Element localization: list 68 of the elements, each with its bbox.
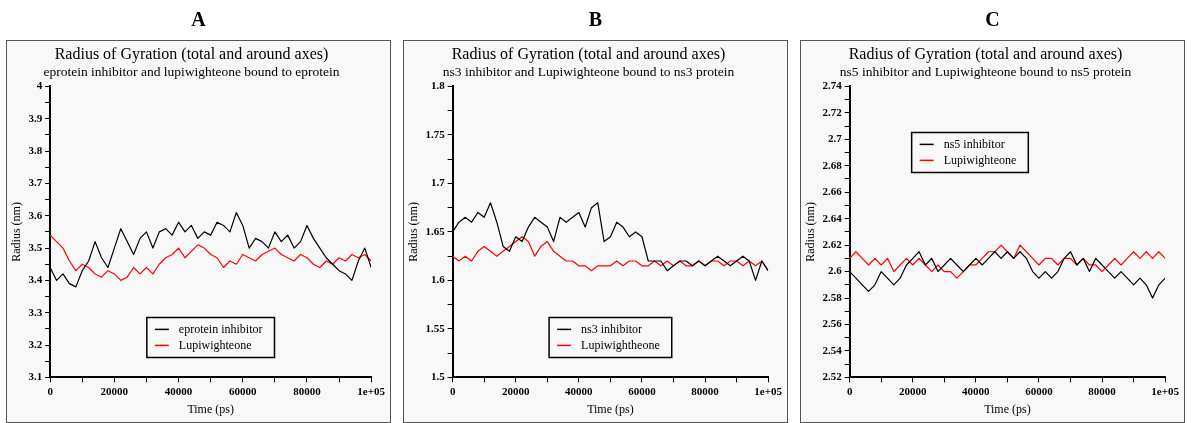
y-tick-label: 2.66 [822, 185, 843, 198]
chart-title: Radius of Gyration (total and around axes) [451, 44, 726, 63]
legend-label: eprotein inhibitor [178, 321, 263, 336]
chart-subtitle: ns5 inhibitor and Lupiwighteone bound to ns5 protein [839, 63, 1132, 79]
x-tick-label: 20000 [100, 384, 129, 397]
x-tick-label: 1e+05 [357, 384, 386, 397]
x-axis-title: Time (ps) [587, 401, 634, 416]
y-axis-title: Radius (nm) [803, 202, 818, 262]
y-axis-title: Radius (nm) [9, 202, 24, 262]
text: A [190, 8, 207, 31]
y-tick-label: 3.3 [28, 305, 43, 318]
x-tick-label: 60000 [628, 384, 657, 397]
legend-label: Lupiwightheone [581, 337, 660, 352]
x-tick-label: 40000 [962, 384, 991, 397]
y-tick-label: 1.7 [430, 176, 446, 189]
y-tick-label: 3.5 [28, 240, 43, 253]
y-tick-label: 2.64 [822, 211, 843, 224]
y-tick-label: 1.75 [425, 127, 446, 140]
y-tick-label: 3.1 [28, 370, 43, 383]
y-axis-title: Radius (nm) [406, 202, 421, 262]
y-tick-label: 3.6 [28, 208, 43, 221]
x-tick-label: 80000 [691, 384, 720, 397]
x-tick-label: 60000 [229, 384, 258, 397]
x-axis-title: Time (ps) [984, 401, 1031, 416]
x-tick-label: 0 [47, 384, 54, 397]
y-tick-label: 2.7 [827, 132, 843, 145]
y-tick-label: 2.6 [827, 264, 843, 277]
x-tick-label: 20000 [899, 384, 927, 397]
y-tick-label: 1.6 [430, 273, 446, 286]
chart-title: Radius of Gyration (total and around axes) [848, 44, 1123, 63]
y-tick-label: 3.8 [28, 143, 43, 156]
x-tick-label: 1e+05 [1151, 384, 1180, 397]
y-tick-label: 1.65 [425, 224, 446, 237]
chart-subtitle: ns3 inhibitor and Lupiwighteone bound to ns3 protein [442, 63, 735, 79]
legend-label: ns5 inhibitor [943, 136, 1005, 151]
y-tick-label: 1.55 [425, 321, 446, 334]
y-tick-label: 2.52 [822, 370, 843, 383]
y-tick-label: 3.2 [28, 337, 43, 350]
chart-subtitle: eprotein inhibitor and lupiwighteone bound to eprotein [43, 63, 340, 79]
x-axis-title: Time (ps) [187, 401, 234, 416]
y-tick-label: 4 [36, 79, 43, 92]
x-tick-label: 80000 [1088, 384, 1117, 397]
legend-label: Lupiwighteone [943, 152, 1017, 167]
x-tick-label: 0 [449, 384, 456, 397]
legend-label: Lupiwighteone [178, 337, 252, 352]
legend-label: ns3 inhibitor [581, 321, 643, 336]
y-tick-label: 3.9 [28, 111, 43, 124]
y-tick-label: 2.62 [822, 237, 843, 250]
text: B [587, 8, 604, 31]
x-tick-label: 20000 [502, 384, 530, 397]
y-tick-label: 1.8 [430, 79, 446, 92]
chart-title: Radius of Gyration (total and around axes) [54, 44, 329, 63]
y-tick-label: 3.7 [28, 176, 43, 189]
y-tick-label: 2.58 [822, 290, 843, 303]
y-tick-label: 1.5 [430, 370, 446, 383]
x-tick-label: 80000 [293, 384, 322, 397]
y-tick-label: 2.56 [822, 317, 843, 330]
y-tick-label: 2.72 [822, 105, 843, 118]
y-tick-label: 2.54 [822, 343, 843, 356]
x-tick-label: 0 [846, 384, 853, 397]
y-tick-label: 2.68 [822, 158, 843, 171]
x-tick-label: 40000 [565, 384, 594, 397]
x-tick-label: 60000 [1025, 384, 1054, 397]
x-tick-label: 40000 [164, 384, 193, 397]
y-tick-label: 2.74 [822, 79, 843, 92]
x-tick-label: 1e+05 [754, 384, 783, 397]
y-tick-label: 3.4 [28, 273, 43, 286]
text: C [984, 8, 1001, 31]
